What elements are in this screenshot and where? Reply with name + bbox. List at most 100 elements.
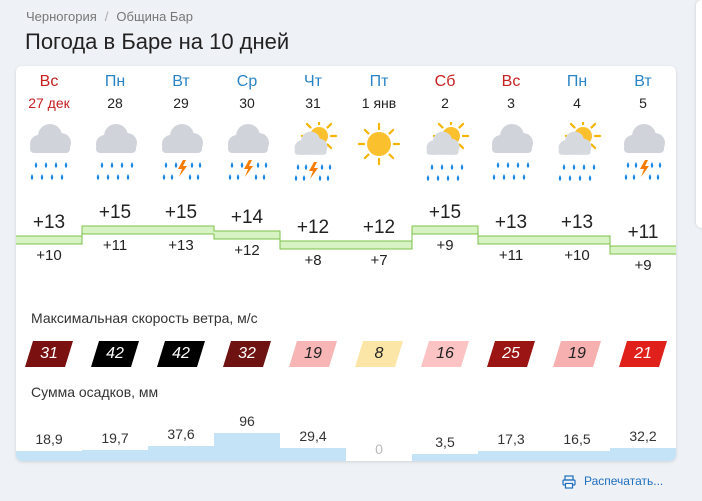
sun-cloud-rain-icon xyxy=(417,117,473,186)
precip-value: 3,5 xyxy=(435,434,455,450)
page-title: Погода в Баре на 10 дней xyxy=(25,29,290,54)
breadcrumb-municipality-link[interactable]: Община Бар xyxy=(116,9,193,24)
precip-value: 16,5 xyxy=(563,431,591,447)
day-column[interactable]: Пн 28 xyxy=(82,66,148,196)
wind-chip-bg xyxy=(355,341,403,367)
temperature-band xyxy=(16,225,676,255)
wind-speed: 16 xyxy=(436,345,454,362)
precip-chart: 18,9 19,7 37,6 96 29,4 0 3,5 17,3 16,5 32,2 xyxy=(16,406,676,461)
wind-chip-bg xyxy=(289,341,337,367)
day-column[interactable]: Пт 1 янв xyxy=(346,66,412,196)
days-row: Вс 27 дек Пн 28 Вт 29 Ср 30 Чт 31 Пт 1 янв Сб 2 … xyxy=(16,66,676,196)
cloud-rain-icon xyxy=(483,122,539,186)
day-column[interactable]: Вт 29 xyxy=(148,66,214,196)
wind-chip-bg xyxy=(487,341,535,367)
day-of-week: Пт xyxy=(369,73,389,90)
day-column[interactable]: Вт 5 xyxy=(610,66,676,196)
precip-value: 18,9 xyxy=(35,431,63,447)
day-date: 4 xyxy=(573,95,581,111)
precip-bar xyxy=(610,448,676,461)
precip-value: 96 xyxy=(239,413,255,429)
day-of-week: Чт xyxy=(304,73,322,90)
wind-section-label: Максимальная скорость ветра, м/с xyxy=(31,310,258,326)
day-of-week: Ср xyxy=(236,73,258,90)
wind-chip: 19 xyxy=(553,341,601,367)
day-column[interactable]: Пн 4 xyxy=(544,66,610,196)
sun-icon xyxy=(351,122,407,186)
temp-min: +9 xyxy=(436,237,454,254)
wind-speed: 42 xyxy=(172,345,190,362)
wind-chip-bg xyxy=(25,341,73,367)
day-date: 2 xyxy=(441,95,449,111)
print-link[interactable]: Распечатать... xyxy=(584,474,664,488)
day-column[interactable]: Вс 3 xyxy=(478,66,544,196)
wind-speed: 32 xyxy=(238,345,256,362)
day-of-week: Вт xyxy=(172,73,190,90)
temp-band-bottom-line xyxy=(16,233,676,255)
day-date: 27 дек xyxy=(28,95,70,111)
wind-chip: 21 xyxy=(619,341,667,367)
wind-chip-bg xyxy=(91,341,139,367)
breadcrumb-separator: / xyxy=(104,9,109,24)
temp-max: +13 xyxy=(32,212,66,233)
side-panel xyxy=(696,0,702,228)
day-of-week: Вс xyxy=(39,73,59,90)
breadcrumb-country-link[interactable]: Черногория xyxy=(26,9,97,24)
wind-speed: 19 xyxy=(568,345,586,362)
precip-bar xyxy=(148,446,214,461)
temp-max: +11 xyxy=(627,222,659,243)
precip-value: 19,7 xyxy=(101,430,129,446)
temp-min: +10 xyxy=(36,247,62,264)
day-column[interactable]: Сб 2 xyxy=(412,66,478,196)
day-date: 30 xyxy=(239,95,255,111)
temp-max: +15 xyxy=(428,202,462,223)
day-date: 1 янв xyxy=(361,95,397,111)
temp-min: +11 xyxy=(498,247,524,264)
precip-value: 17,3 xyxy=(497,431,525,447)
temp-min: +12 xyxy=(234,242,260,259)
wind-chip: 19 xyxy=(289,341,337,367)
temp-max: +13 xyxy=(560,212,594,233)
temp-min: +13 xyxy=(168,237,194,254)
precip-bar xyxy=(412,454,478,461)
wind-speed: 42 xyxy=(106,345,124,362)
wind-chip-bg xyxy=(421,341,469,367)
day-column[interactable]: Ср 30 xyxy=(214,66,280,196)
cloud-rain-icon xyxy=(21,122,77,186)
precip-bar xyxy=(82,450,148,461)
precip-value: 37,6 xyxy=(167,426,195,442)
temp-min: +7 xyxy=(370,252,388,269)
day-date: 5 xyxy=(639,95,647,111)
day-of-week: Сб xyxy=(434,73,456,90)
wind-chip: 31 xyxy=(25,341,73,367)
day-column[interactable]: Чт 31 xyxy=(280,66,346,196)
precip-bar xyxy=(280,448,346,461)
wind-speed: 25 xyxy=(502,345,520,362)
sun-cloud-rain-icon xyxy=(549,117,605,186)
wind-chip: 8 xyxy=(355,341,403,367)
temp-min: +9 xyxy=(634,257,652,274)
wind-chip: 16 xyxy=(421,341,469,367)
precip-value: 29,4 xyxy=(299,428,327,444)
breadcrumb: Черногория / Община Бар xyxy=(26,9,193,24)
day-date: 3 xyxy=(507,95,515,111)
temp-max: +12 xyxy=(362,217,396,238)
temp-min: +11 xyxy=(102,237,128,254)
temperature-chart: +13 +10 +15 +11 +15 +13 +14 +12 +12 +8 +12 +7 +15 +9 +… xyxy=(16,202,676,276)
sun-thunderstorm-icon xyxy=(285,117,341,186)
wind-chip-bg xyxy=(223,341,271,367)
wind-chip: 42 xyxy=(157,341,205,367)
wind-speed: 21 xyxy=(634,345,652,362)
wind-speed: 8 xyxy=(374,345,384,362)
cloud-rain-thunder-icon xyxy=(615,122,671,186)
day-date: 28 xyxy=(107,95,123,111)
day-column[interactable]: Вс 27 дек xyxy=(16,66,82,196)
temp-max: +12 xyxy=(296,217,330,238)
wind-chip-bg xyxy=(157,341,205,367)
wind-speed: 19 xyxy=(304,345,322,362)
printer-icon[interactable] xyxy=(562,475,576,489)
day-of-week: Пн xyxy=(104,73,126,90)
temp-band-fill xyxy=(16,226,676,254)
precip-bar xyxy=(544,451,610,461)
day-of-week: Вт xyxy=(634,73,652,90)
